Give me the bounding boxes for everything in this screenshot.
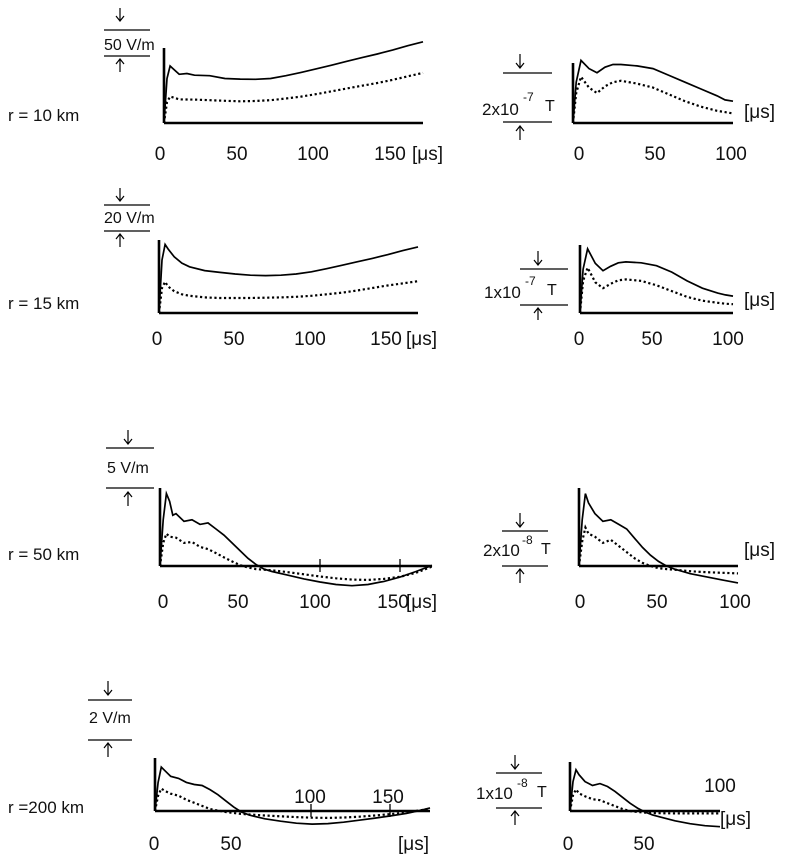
flux-scale-exponent-r10: -7 xyxy=(523,90,534,104)
chart-b10: 0 50 100 [μs] xyxy=(571,58,775,165)
chart-b15: 0 50 100[μs] xyxy=(574,245,775,350)
flux-scale-prefix-r15: 1x10 xyxy=(484,283,521,302)
row-label-r10: r = 10 km xyxy=(8,106,79,125)
x-tick-label-100: 100 xyxy=(715,144,747,165)
flux-scale-bar-r50: 2x10 -8 T xyxy=(483,513,551,583)
x-tick-label-100: 100 xyxy=(294,787,326,808)
series-line-dotted-1 xyxy=(577,524,739,575)
series-line-dotted-1 xyxy=(162,71,424,124)
series-line-dotted-1 xyxy=(578,264,734,314)
series-line-solid-0 xyxy=(579,246,734,314)
x-unit-label: [μs] xyxy=(744,102,775,123)
series-line-solid-0 xyxy=(569,767,721,828)
x-tick-label-150: 150 xyxy=(372,787,404,808)
field-scale-bar-r200: 2 V/m xyxy=(88,681,132,757)
field-scale-label-r10: 50 V/m xyxy=(104,37,155,54)
flux-scale-prefix-r200: 1x10 xyxy=(476,784,513,803)
series-line-solid-0 xyxy=(159,490,433,587)
series-line-solid-0 xyxy=(158,242,419,314)
chart-e200: 0 50 100 150 [μs] xyxy=(149,758,431,855)
x-tick-label-100: 100 xyxy=(719,592,751,613)
x-tick-label-0: 0 xyxy=(158,592,169,613)
field-scale-bar-r15: 20 V/m xyxy=(104,188,155,247)
x-tick-label-100: 100 xyxy=(299,592,331,613)
x-unit-label: [μs] xyxy=(406,329,437,350)
x-tick-label-50: 50 xyxy=(641,329,662,350)
chart-e50: 0 50 100 150[μs] xyxy=(158,488,437,613)
x-tick-label-0: 0 xyxy=(152,329,163,350)
series-line-dotted-1 xyxy=(568,787,720,815)
x-tick-label-150: 150 xyxy=(370,329,402,350)
flux-scale-exponent-r50: -8 xyxy=(522,533,533,547)
flux-scale-bar-r10: 2x10 -7 T xyxy=(482,54,555,140)
x-tick-label-100: 100 xyxy=(297,144,329,165)
x-tick-label-50: 50 xyxy=(646,592,667,613)
x-tick-label-0: 0 xyxy=(563,834,574,855)
x-unit-label: [μs] xyxy=(744,540,775,561)
x-tick-label-0: 0 xyxy=(155,144,166,165)
row-label-r200: r =200 km xyxy=(8,798,84,817)
flux-scale-exponent-r15: -7 xyxy=(525,274,536,288)
flux-scale-unit-r15: T xyxy=(547,282,557,299)
x-tick-label-50: 50 xyxy=(220,834,241,855)
flux-scale-unit-r10: T xyxy=(545,98,555,115)
chart-b50: 0 50 100 [μs] xyxy=(575,488,775,613)
series-line-solid-0 xyxy=(163,40,424,124)
x-unit-label: [μs] xyxy=(406,592,437,613)
x-tick-label-50: 50 xyxy=(633,834,654,855)
row-label-r50: r = 50 km xyxy=(8,545,79,564)
field-scale-label-r15: 20 V/m xyxy=(104,210,155,227)
flux-scale-exponent-r200: -8 xyxy=(517,776,528,790)
field-scale-label-r200: 2 V/m xyxy=(89,710,131,727)
x-unit-label: [μs] xyxy=(412,144,443,165)
series-line-dotted-1 xyxy=(158,531,433,582)
field-scale-bar-r10: 50 V/m xyxy=(104,8,155,72)
flux-scale-prefix-r50: 2x10 xyxy=(483,541,520,560)
series-line-dotted-1 xyxy=(153,786,431,820)
series-line-solid-0 xyxy=(572,58,734,124)
chart-e10: 0 50 100 150 [μs] xyxy=(155,40,443,165)
x-tick-label-100: 100 xyxy=(294,329,326,350)
x-tick-label-150: 150 xyxy=(377,592,409,613)
x-unit-label: [μs] xyxy=(744,290,775,311)
x-tick-label-0: 0 xyxy=(574,144,585,165)
x-tick-label-0: 0 xyxy=(149,834,160,855)
field-scale-bar-r50: 5 V/m xyxy=(106,430,154,506)
panels-layer: 0 50 100 150 [μs] 0 50 100[μs]0 50 100 150 [μs] 0 50 1… xyxy=(149,40,775,855)
field-scale-label-r50: 5 V/m xyxy=(107,460,149,477)
x-tick-label-50: 50 xyxy=(223,329,244,350)
x-tick-label-50: 50 xyxy=(227,592,248,613)
flux-scale-unit-r200: T xyxy=(537,784,547,801)
flux-scale-prefix-r10: 2x10 xyxy=(482,100,519,119)
series-line-dotted-1 xyxy=(157,279,419,314)
x-tick-label-0: 0 xyxy=(574,329,585,350)
chart-e15: 0 50 100 150 [μs] xyxy=(152,240,437,350)
x-tick-label-100: 100 xyxy=(712,329,744,350)
series-line-dotted-1 xyxy=(571,74,734,124)
flux-scale-unit-r50: T xyxy=(541,541,551,558)
chart-b200: 0 50 100 [μs] xyxy=(563,762,751,855)
x-tick-label-100: 100 xyxy=(704,776,736,797)
x-tick-label-50: 50 xyxy=(644,144,665,165)
flux-scale-bar-r200: 1x10 -8 T xyxy=(476,755,547,825)
x-unit-label: [μs] xyxy=(720,809,751,830)
x-unit-label: [μs] xyxy=(398,834,429,855)
x-tick-label-0: 0 xyxy=(575,592,586,613)
series-line-solid-0 xyxy=(578,493,739,584)
flux-scale-bar-r15: 1x10 -7 T xyxy=(484,251,568,320)
x-tick-label-50: 50 xyxy=(226,144,247,165)
x-tick-label-150: 150 xyxy=(374,144,406,165)
series-line-solid-0 xyxy=(154,765,431,825)
row-label-r15: r = 15 km xyxy=(8,294,79,313)
